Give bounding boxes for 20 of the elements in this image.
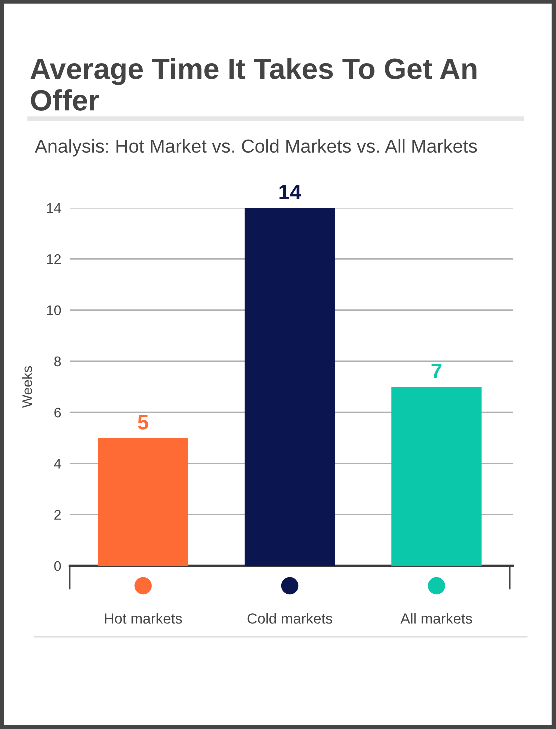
y-tick-label: 12 [47, 254, 61, 264]
y-axis-title: Weeks [22, 366, 32, 408]
y-tick-label: 0 [54, 561, 62, 572]
x-tick-label: Hot markets [105, 613, 182, 624]
bar [98, 438, 188, 566]
y-tick-label: 6 [54, 408, 62, 418]
bar [244, 208, 336, 566]
x-tick-label: All markets [400, 613, 472, 624]
y-tick-label: 10 [47, 306, 62, 316]
y-tick-label: 4 [54, 459, 62, 469]
x-tick-label: Cold markets [248, 613, 332, 624]
y-tick-label: 14 [47, 203, 62, 214]
data-label: 7 [432, 364, 442, 379]
chart-subtitle: Analysis: Hot Market vs. Cold Markets vs. All Markets [35, 139, 478, 157]
y-tick-label: 8 [54, 356, 62, 367]
data-label: 5 [138, 415, 149, 430]
bar [392, 387, 482, 566]
data-label: 14 [280, 185, 302, 200]
y-tick-label: 2 [54, 510, 61, 520]
chart-title: Average Time It Takes To Get An Offer [30, 58, 477, 111]
